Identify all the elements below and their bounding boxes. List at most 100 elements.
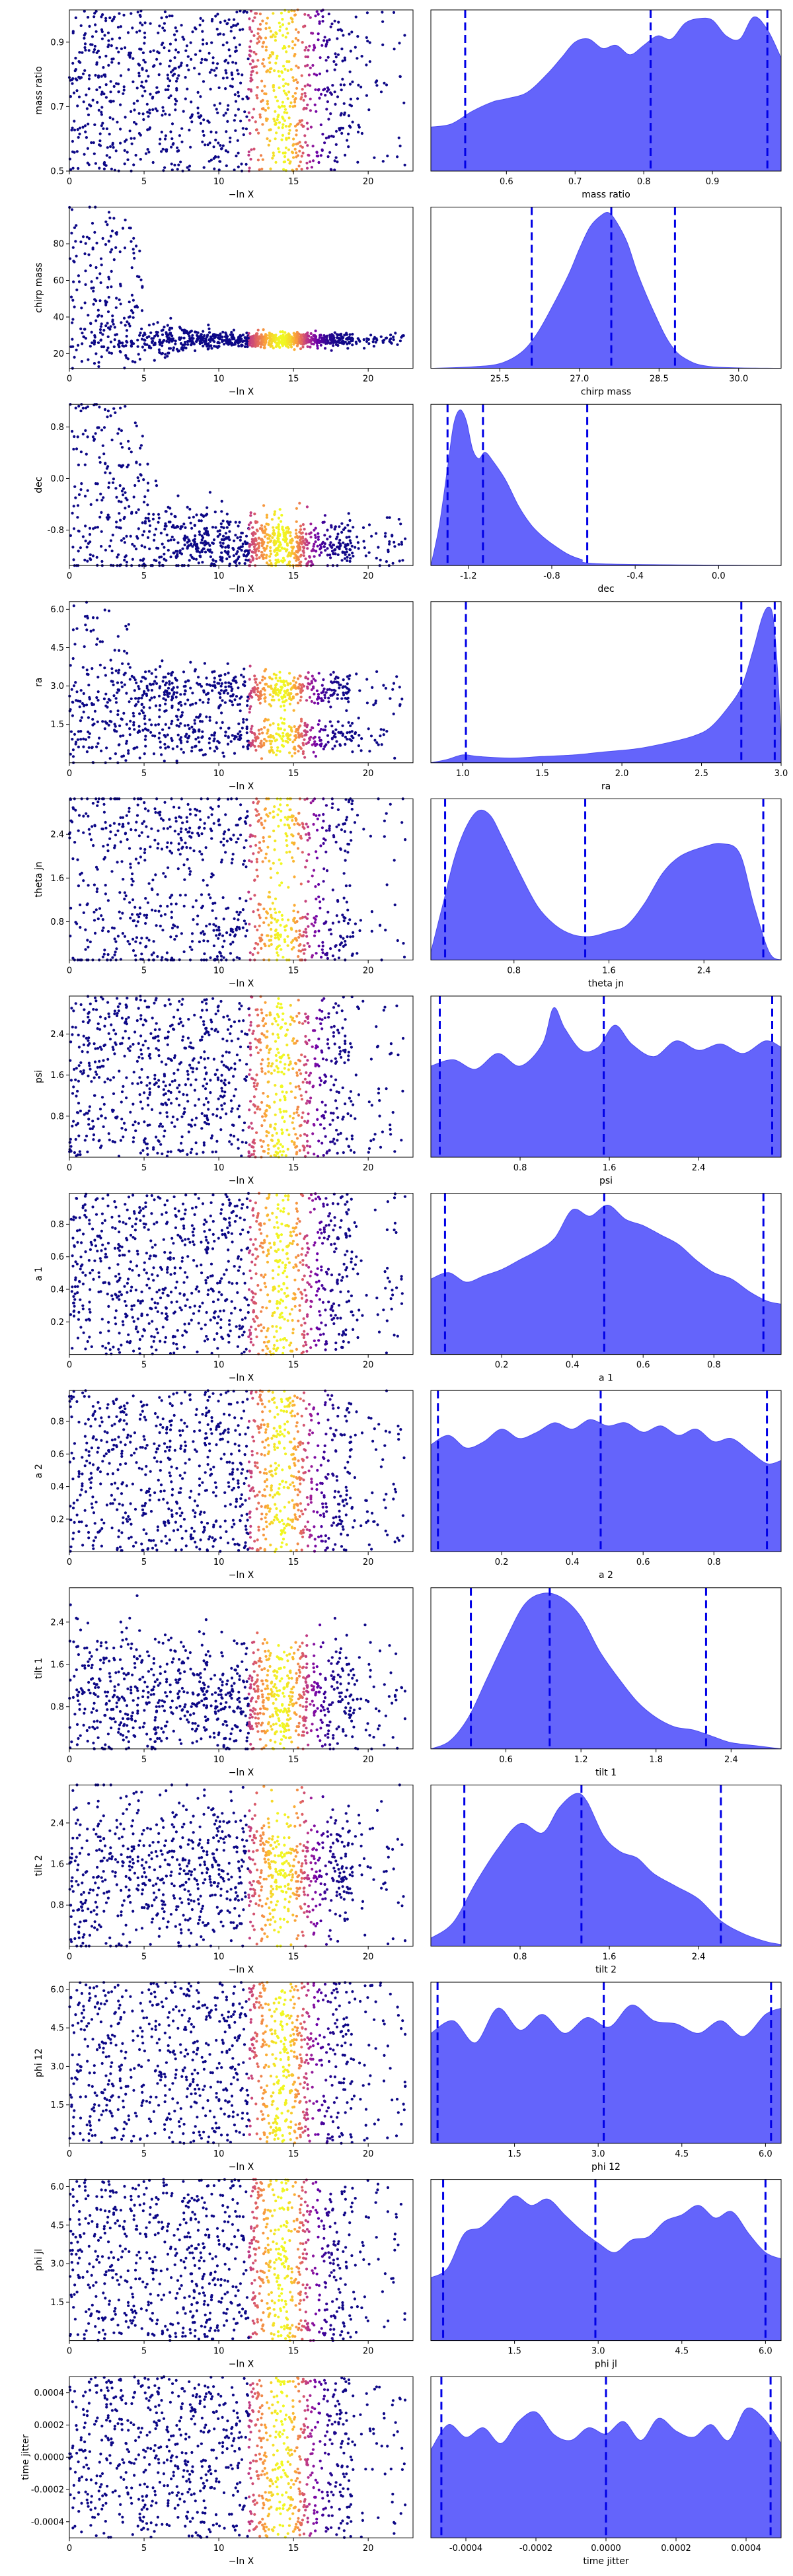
scatter-point xyxy=(124,344,128,347)
scatter-point xyxy=(155,924,158,927)
scatter-point xyxy=(100,90,104,94)
scatter-point xyxy=(291,939,295,942)
scatter-point xyxy=(269,742,272,746)
scatter-point xyxy=(310,32,313,35)
scatter-point xyxy=(73,226,76,229)
scatter-point xyxy=(307,48,310,52)
scatter-point xyxy=(70,688,73,691)
scatter-point xyxy=(334,343,338,347)
scatter-point xyxy=(310,681,313,685)
scatter-point xyxy=(221,721,224,724)
scatter-point xyxy=(393,540,396,544)
scatter-point xyxy=(77,884,80,888)
scatter-point xyxy=(136,476,139,480)
scatter-point xyxy=(182,336,186,340)
scatter-point xyxy=(132,715,135,718)
scatter-point xyxy=(246,97,250,100)
scatter-point xyxy=(81,72,85,75)
scatter-point xyxy=(145,336,149,340)
scatter-point xyxy=(227,61,230,65)
scatter-point xyxy=(118,349,122,353)
scatter-point xyxy=(352,931,355,934)
scatter-point xyxy=(298,929,301,933)
scatter-point xyxy=(239,730,242,733)
scatter-point xyxy=(128,315,132,318)
scatter-point xyxy=(382,684,385,687)
scatter-point xyxy=(266,544,269,548)
scatter-point xyxy=(157,348,161,351)
scatter-point xyxy=(143,89,147,92)
scatter-point xyxy=(131,542,134,546)
scatter-point xyxy=(84,269,87,273)
scatter-point xyxy=(163,29,167,32)
scatter-point xyxy=(199,114,202,118)
scatter-point xyxy=(87,716,90,719)
scatter-point xyxy=(88,533,92,536)
scatter-point xyxy=(94,908,98,912)
scatter-point xyxy=(270,927,273,931)
scatter-point xyxy=(157,694,161,698)
scatter-point xyxy=(146,462,149,466)
scatter-point xyxy=(287,561,291,564)
scatter-point xyxy=(130,137,133,140)
scatter-point xyxy=(257,698,260,701)
scatter-point xyxy=(309,345,312,349)
scatter-point xyxy=(237,165,240,168)
scatter-point xyxy=(91,341,94,345)
scatter-point xyxy=(356,161,359,164)
scatter-point xyxy=(135,244,138,248)
scatter-point xyxy=(192,337,195,340)
scatter-point xyxy=(324,136,328,140)
scatter-point xyxy=(315,828,319,832)
scatter-point xyxy=(125,740,128,743)
scatter-point xyxy=(277,727,280,731)
scatter-point xyxy=(80,871,83,875)
scatter-point xyxy=(272,334,275,338)
scatter-point xyxy=(285,680,288,683)
scatter-point xyxy=(277,147,280,151)
scatter-point xyxy=(92,50,95,54)
scatter-point xyxy=(83,495,87,498)
scatter-point xyxy=(239,834,243,837)
scatter-point xyxy=(190,57,193,61)
scatter-point xyxy=(227,104,230,107)
scatter-point xyxy=(132,747,135,750)
scatter-point xyxy=(178,815,181,818)
scatter-point xyxy=(139,332,142,335)
scatter-point xyxy=(255,71,258,75)
scatter-point xyxy=(77,75,81,79)
scatter-point xyxy=(112,478,115,481)
scatter-point xyxy=(87,49,91,52)
scatter-point xyxy=(219,332,222,336)
scatter-point xyxy=(170,682,174,685)
scatter-point xyxy=(399,522,402,526)
scatter-point xyxy=(176,77,179,80)
scatter-point xyxy=(363,347,366,350)
scatter-point xyxy=(217,741,221,744)
scatter-point xyxy=(254,693,258,696)
scatter-point xyxy=(316,344,319,347)
scatter-point xyxy=(272,829,276,833)
scatter-point xyxy=(236,340,239,343)
scatter-point xyxy=(213,902,217,905)
scatter-point xyxy=(356,814,359,817)
scatter-point xyxy=(106,335,110,338)
scatter-axes-frame xyxy=(69,9,414,172)
scatter-point xyxy=(91,667,94,670)
scatter-point xyxy=(277,523,280,526)
scatter-point xyxy=(267,523,270,526)
scatter-point xyxy=(163,10,167,14)
scatter-point xyxy=(184,97,187,100)
scatter-point xyxy=(319,343,322,347)
scatter-point xyxy=(216,13,219,16)
scatter-point xyxy=(189,41,192,44)
scatter-point xyxy=(322,747,325,750)
scatter-point xyxy=(165,951,169,954)
scatter-point xyxy=(213,684,217,688)
scatter-point xyxy=(336,53,340,56)
scatter-point xyxy=(371,340,375,343)
scatter-point xyxy=(123,162,126,166)
scatter-point xyxy=(79,903,82,907)
scatter-point xyxy=(153,838,157,841)
